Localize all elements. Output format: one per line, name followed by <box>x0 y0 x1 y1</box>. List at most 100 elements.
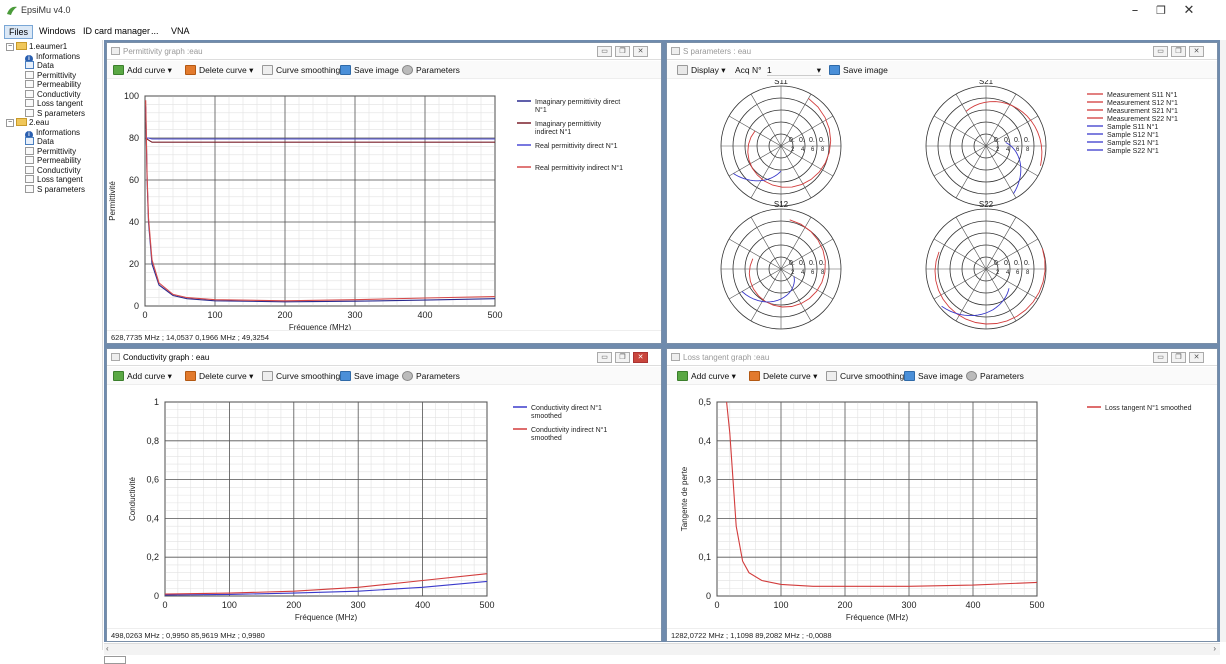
ring-label: 0. <box>799 137 805 144</box>
tree-item[interactable]: Conductivity <box>25 89 81 100</box>
window-title: S parameters : eau <box>683 47 752 56</box>
mdi-workspace: Permittivity graph :eau ▭ ❐ ✕ Add curve … <box>104 40 1220 642</box>
menu-windows[interactable]: Windows <box>39 26 76 36</box>
save-image-label: Save image <box>354 371 399 381</box>
curve-smoothing-icon <box>826 371 837 381</box>
curve-smoothing-button[interactable]: Curve smoothing <box>262 64 340 76</box>
window-title: Loss tangent graph :eau <box>683 353 770 362</box>
tree-item-label: Data <box>37 137 54 146</box>
y-tick-label: 80 <box>129 133 139 143</box>
minimize-window-button[interactable]: ▭ <box>1153 46 1168 57</box>
tree-expander[interactable]: − <box>6 119 14 127</box>
polar-plot-s21: S21 0. 2 0. 4 0. 6 0. 8 <box>925 80 1047 207</box>
tree-project[interactable]: 2.eau <box>16 118 49 128</box>
save-image-icon <box>340 65 351 75</box>
tree-item[interactable]: Data <box>25 137 54 147</box>
x-tick-label: 200 <box>837 600 852 610</box>
close-window-button[interactable]: ✕ <box>633 46 648 57</box>
sparams-chart[interactable]: S110.20.40.60.8S210.20.40.60.8S120.20.40… <box>667 80 1217 342</box>
polar-title: S21 <box>979 80 994 86</box>
table-icon <box>25 61 34 69</box>
polar-spoke <box>985 238 1039 270</box>
folder-icon <box>16 42 27 50</box>
parameters-button[interactable]: Parameters <box>402 64 460 76</box>
save-image-button[interactable]: Save image <box>829 64 888 76</box>
maximize-icon[interactable]: ❐ <box>1156 4 1166 17</box>
x-tick-label: 300 <box>901 600 916 610</box>
tree-item[interactable]: S parameters <box>25 108 85 119</box>
delete-curve-button[interactable]: Delete curve ▾ <box>185 370 253 382</box>
add-curve-button[interactable]: Add curve ▾ <box>113 64 172 76</box>
tree-item[interactable]: Loss tangent <box>25 99 83 109</box>
restore-window-button[interactable]: ❐ <box>615 46 630 57</box>
menu-id-card-manager[interactable]: ID card manager <box>83 26 151 36</box>
delete-curve-button[interactable]: Delete curve ▾ <box>749 370 817 382</box>
graph-icon <box>25 99 34 107</box>
tree-item-label: Loss tangent <box>37 99 83 108</box>
gear-icon <box>402 65 413 75</box>
close-icon[interactable]: ✕ <box>1183 3 1195 18</box>
menu-more[interactable]: ... <box>151 26 159 36</box>
conductivity-chart[interactable]: 0 100 200 300 400 500 0 0,2 0,4 0,6 0,8 1 Fréquence … <box>107 386 661 629</box>
x-tick-label: 300 <box>351 600 366 610</box>
menu-files[interactable]: Files <box>4 25 34 39</box>
close-window-button[interactable]: ✕ <box>1189 46 1204 57</box>
tree-item[interactable]: i Informations <box>25 128 80 139</box>
parameters-label: Parameters <box>416 65 460 75</box>
window-tile-button[interactable] <box>104 656 126 664</box>
save-image-button[interactable]: Save image <box>904 370 963 382</box>
ring-label-small: 8 <box>1026 147 1030 153</box>
tree-item[interactable]: Data <box>25 61 54 71</box>
losstangent-chart[interactable]: 0 100 200 300 400 500 0 0,1 0,2 0,3 0,4 0,5 Fréquenc… <box>667 386 1217 629</box>
tree-item-label: Permeability <box>37 156 82 165</box>
add-curve-button[interactable]: Add curve ▾ <box>677 370 736 382</box>
tree-item[interactable]: i Informations <box>25 52 80 63</box>
acq-select[interactable]: 1 ▾ <box>767 65 821 76</box>
minimize-window-button[interactable]: ▭ <box>597 46 612 57</box>
close-window-button[interactable]: ✕ <box>1189 352 1204 363</box>
x-tick-label: 0 <box>142 310 147 320</box>
tree-item[interactable]: Permittivity <box>25 70 76 81</box>
close-window-button[interactable]: ✕ <box>633 352 648 363</box>
display-button[interactable]: Display ▾ <box>677 64 726 76</box>
minimize-icon[interactable]: – <box>1131 3 1139 18</box>
tree-item[interactable]: Conductivity <box>25 165 81 176</box>
horizontal-scrollbar[interactable]: ‹ › <box>104 643 1220 655</box>
tree-project[interactable]: 1.eaumer1 <box>16 42 67 52</box>
restore-window-button[interactable]: ❐ <box>1171 46 1186 57</box>
minimize-window-button[interactable]: ▭ <box>1153 352 1168 363</box>
delete-curve-button[interactable]: Delete curve ▾ <box>185 64 253 76</box>
parameters-button[interactable]: Parameters <box>402 370 460 382</box>
graph-icon <box>25 70 34 79</box>
permittivity-chart[interactable]: 0 100 200 300 400 500 0 20 40 60 80 100 Fréquence (M… <box>107 80 661 332</box>
scroll-left-icon[interactable]: ‹ <box>106 644 109 653</box>
window-header: Conductivity graph : eau ▭ ❐ ✕ <box>107 349 661 366</box>
menu-vna[interactable]: VNA <box>171 26 190 36</box>
restore-window-button[interactable]: ❐ <box>615 352 630 363</box>
delete-curve-label: Delete curve <box>763 371 811 381</box>
save-image-button[interactable]: Save image <box>340 370 399 382</box>
tree-item[interactable]: Permeability <box>25 156 81 166</box>
x-tick-label: 400 <box>415 600 430 610</box>
legend-label: Imaginary permittivity <box>535 121 602 128</box>
tree-item[interactable]: Permittivity <box>25 146 76 157</box>
restore-window-button[interactable]: ❐ <box>1171 352 1186 363</box>
plot-area <box>716 401 1038 597</box>
scroll-right-icon[interactable]: › <box>1213 644 1216 653</box>
tree-item[interactable]: S parameters <box>25 184 85 195</box>
parameters-button[interactable]: Parameters <box>966 370 1024 382</box>
save-image-button[interactable]: Save image <box>340 64 399 76</box>
minimize-window-button[interactable]: ▭ <box>597 352 612 363</box>
polar-title: S11 <box>774 80 788 86</box>
vertical-scrollbar[interactable] <box>1220 40 1226 642</box>
series-line <box>164 580 488 596</box>
y-tick-label: 20 <box>129 259 139 269</box>
tree-item[interactable]: Permeability <box>25 80 81 90</box>
curve-smoothing-button[interactable]: Curve smoothing <box>262 370 340 382</box>
tree-item[interactable]: Loss tangent <box>25 175 83 185</box>
curve-smoothing-button[interactable]: Curve smoothing <box>826 370 904 382</box>
sample-curve <box>941 288 1010 317</box>
tree-expander[interactable]: − <box>6 43 14 51</box>
y-tick-label: 0,6 <box>146 475 159 485</box>
add-curve-button[interactable]: Add curve ▾ <box>113 370 172 382</box>
